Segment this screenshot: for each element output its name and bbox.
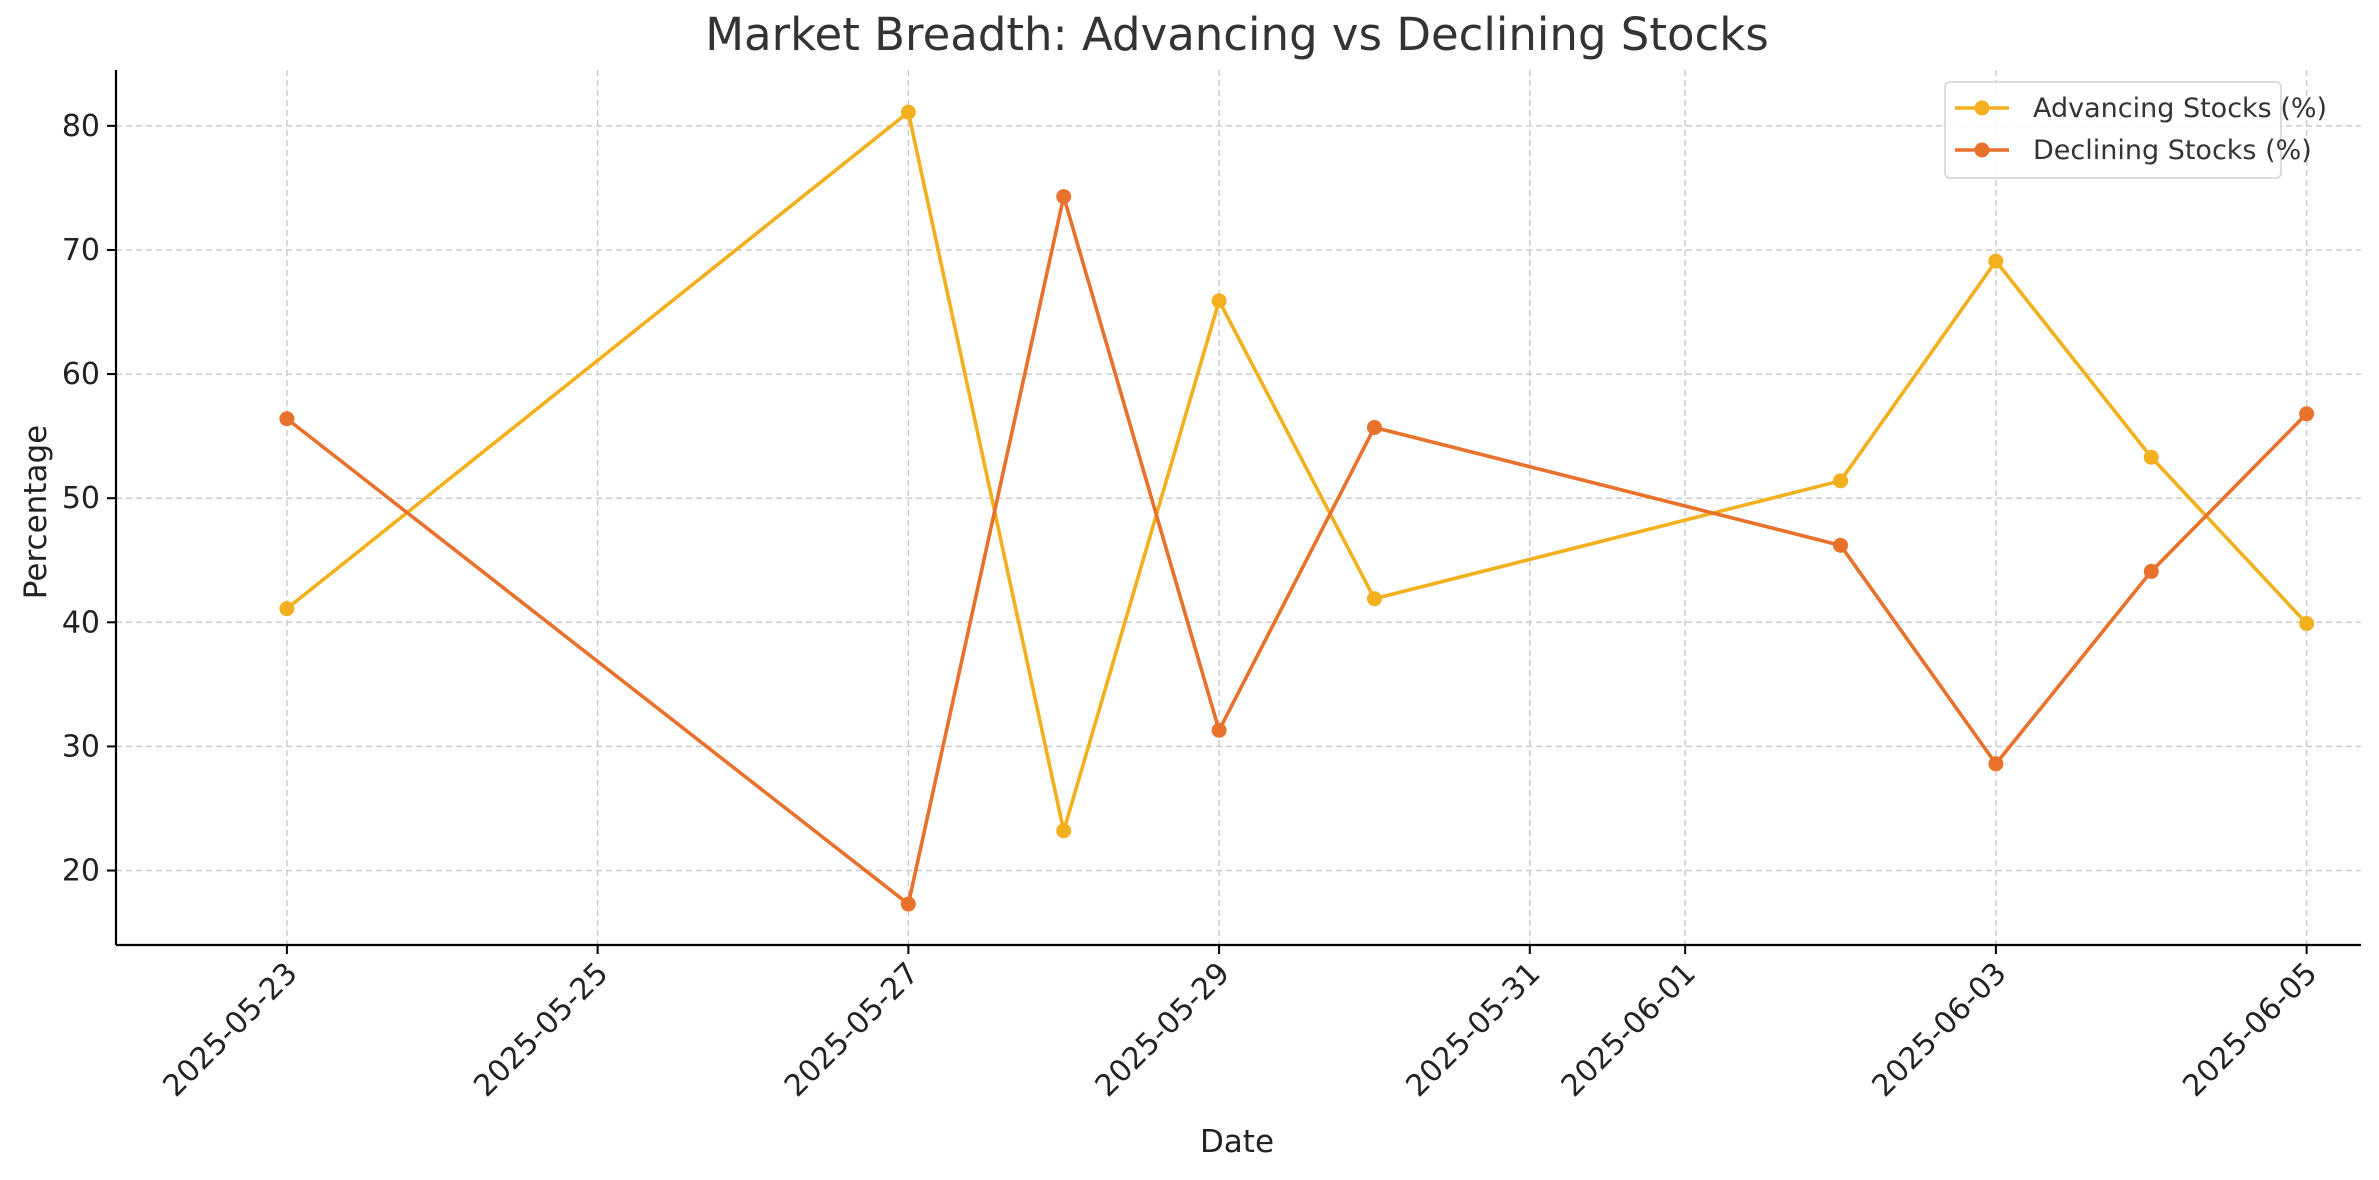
y-tick-label: 20 [62,854,100,889]
legend-label: Declining Stocks (%) [2033,135,2312,166]
series-layer [279,104,2315,912]
legend-label: Advancing Stocks (%) [2033,93,2327,124]
series-1 [279,189,2315,912]
data-point [1366,591,1382,607]
y-tick-label: 40 [62,605,100,640]
data-point [2143,449,2159,465]
y-tick-label: 80 [62,109,100,144]
data-point [1056,189,1072,205]
y-axis-title: Percentage [18,425,54,599]
x-axis-title: Date [1200,1124,1274,1160]
y-tick-label: 70 [62,233,100,268]
grid [116,70,2361,945]
axes: 2025-05-23 2025-05-25 2025-05-27 2025-05-29… [62,70,2361,1104]
data-point [1211,722,1227,738]
y-tick-label: 50 [62,481,100,516]
x-tick-label: 2025-06-01 [1555,956,1703,1104]
data-point [2143,563,2159,579]
x-tick-label: 2025-06-05 [2176,956,2324,1104]
data-point [2299,406,2315,422]
x-tick-label: 2025-05-23 [157,956,305,1104]
series-line [285,110,2308,833]
x-tick-label: 2025-06-03 [1866,956,2014,1104]
data-point [1833,537,1849,553]
x-tick-label: 2025-05-27 [778,956,926,1104]
x-tick-label: 2025-05-31 [1399,956,1547,1104]
chart-title: Market Breadth: Advancing vs Declining S… [705,8,1769,61]
legend: Advancing Stocks (%) Declining Stocks (%) [1944,81,2327,179]
data-point [900,896,916,912]
series-0 [279,104,2315,839]
data-point [279,411,295,427]
data-point [2299,616,2315,632]
legend-swatch-marker [1974,100,1990,116]
data-point [1366,419,1382,435]
data-point [279,601,295,617]
y-tick-label: 60 [62,357,100,392]
data-point [1833,473,1849,489]
x-tick-label: 2025-05-25 [467,956,615,1104]
legend-swatch-marker [1974,142,1990,158]
y-tick-label: 30 [62,729,100,764]
x-tick-label: 2025-05-29 [1089,956,1237,1104]
series-line [285,194,2308,906]
data-point [1988,756,2004,772]
legend-box [1944,81,2282,179]
data-point [1988,253,2004,269]
data-point [1056,823,1072,839]
data-point [1211,293,1227,309]
data-point [900,104,916,120]
